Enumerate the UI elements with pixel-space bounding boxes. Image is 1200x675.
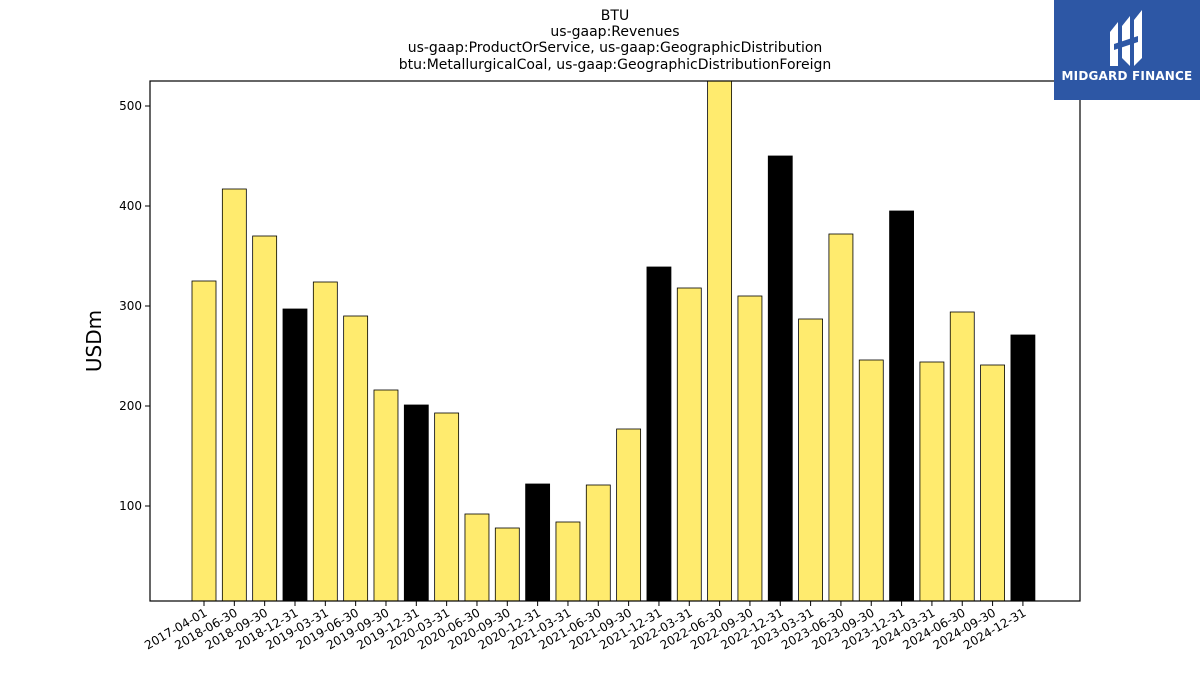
bar-2021-12-31 <box>646 266 672 602</box>
bar-2020-12-31 <box>525 483 551 602</box>
bar-2023-03-31 <box>798 318 823 602</box>
bar-2020-03-31 <box>434 412 460 602</box>
bar-2022-09-30 <box>737 295 763 602</box>
midgard-finance-logo: MIDGARD FINANCE <box>1054 0 1200 100</box>
y-tick-label: 100 <box>119 499 142 513</box>
chart-title-line-4: btu:MetallurgicalCoal, us-gaap:Geographi… <box>399 57 832 73</box>
chart-title: BTU us-gaap:Revenues us-gaap:ProductOrSe… <box>399 8 832 73</box>
bar-2023-06-30 <box>828 233 854 602</box>
plot-frame <box>149 80 1081 602</box>
y-axis: 100 200 300 400 500 <box>119 99 150 513</box>
chart-title-line-1: BTU <box>601 8 629 24</box>
logo-text: MIDGARD FINANCE <box>1061 69 1193 83</box>
bar-2024-03-31 <box>919 361 945 602</box>
bar-2019-03-31 <box>312 281 338 602</box>
bar-2022-12-31 <box>767 155 793 602</box>
chart-title-line-2: us-gaap:Revenues <box>550 24 679 40</box>
bar-2023-12-31 <box>889 210 914 602</box>
bar-2022-06-30 <box>707 80 733 602</box>
bar-2017-04-01 <box>191 280 217 602</box>
bar-2021-03-31 <box>555 521 581 602</box>
y-axis-label: USDm <box>82 310 106 372</box>
bar-2020-09-30 <box>494 527 520 602</box>
y-tick-label: 500 <box>119 99 142 113</box>
bar-2024-09-30 <box>980 364 1005 602</box>
bar-2024-06-30 <box>949 311 975 602</box>
x-axis: 2017-04-012018-06-302018-09-302018-12-31… <box>142 601 1028 652</box>
midgard-logo-icon <box>1110 10 1142 66</box>
bar-2019-12-31 <box>403 404 429 602</box>
bar-2021-09-30 <box>616 428 642 602</box>
y-tick-label: 200 <box>119 399 142 413</box>
y-tick-label: 300 <box>119 299 142 313</box>
chart-title-line-3: us-gaap:ProductOrService, us-gaap:Geogra… <box>408 40 823 56</box>
bar-2022-03-31 <box>676 287 702 602</box>
bars-group <box>191 80 1036 602</box>
bar-2018-06-30 <box>221 188 247 602</box>
bar-2018-12-31 <box>282 308 308 602</box>
bar-2019-09-30 <box>373 389 399 602</box>
bar-2019-06-30 <box>343 315 369 602</box>
bar-2018-09-30 <box>252 235 278 602</box>
bar-2023-09-30 <box>858 359 884 602</box>
bar-2021-06-30 <box>585 484 611 602</box>
y-tick-label: 400 <box>119 199 142 213</box>
bar-2024-12-31 <box>1010 334 1036 602</box>
bar-2020-06-30 <box>464 513 490 602</box>
